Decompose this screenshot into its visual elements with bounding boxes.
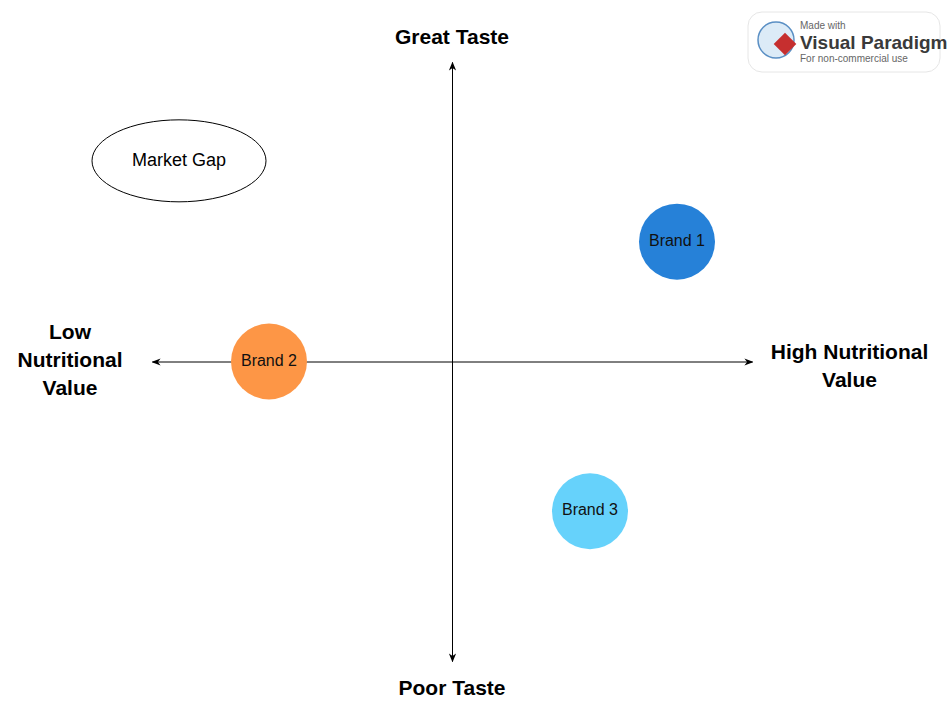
chart: Great Taste Poor Taste LowNutritionalValue… (0, 0, 949, 711)
points (231, 204, 715, 550)
watermark-icon (774, 33, 797, 56)
point-label: Brand 2 (241, 352, 297, 369)
watermark: Made withVisual ParadigmFor non-commerci… (748, 12, 948, 72)
y-axis-label-top: Great Taste (395, 25, 509, 48)
watermark-text: For non-commercial use (800, 53, 908, 64)
point-label: Brand 1 (649, 232, 705, 249)
point-label: Brand 3 (562, 501, 618, 518)
annotation-ellipse (92, 120, 266, 202)
point-labels: Brand 1 Brand 2 Brand 3 (241, 232, 705, 519)
y-axis (452, 63, 453, 662)
y-axis-label-bottom: Poor Taste (399, 676, 506, 699)
x-axis-label-right: High NutritionalValue (771, 340, 928, 391)
annotation-text: Market Gap (132, 150, 226, 170)
y-axis-line (452, 63, 453, 662)
brand-point (231, 324, 307, 400)
watermark-text: Made with (800, 20, 846, 31)
brand-point (552, 473, 628, 549)
brand-point (639, 204, 715, 280)
watermark-text: Visual Paradigm (800, 32, 948, 53)
x-axis-label-left: LowNutritionalValue (18, 320, 123, 399)
